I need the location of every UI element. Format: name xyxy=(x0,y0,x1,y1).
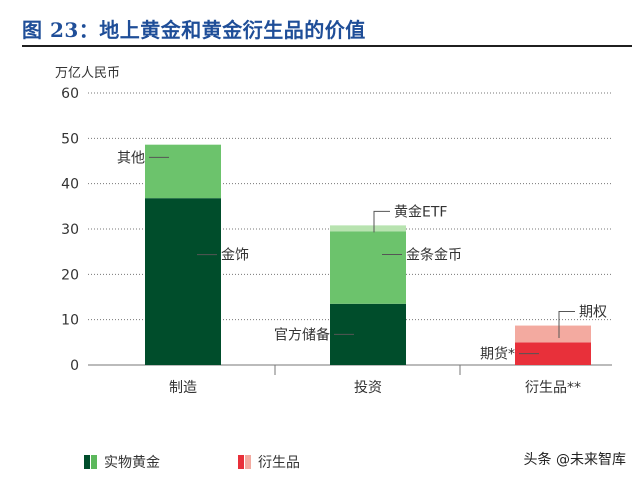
title-divider xyxy=(22,45,632,47)
annotation-label: 官方储备 xyxy=(274,326,330,343)
legend-label-derivative: 衍生品 xyxy=(258,455,300,471)
y-tick-label: 30 xyxy=(61,222,79,238)
y-tick-label: 50 xyxy=(61,131,79,147)
legend-swatch-derivative-dark xyxy=(238,455,244,469)
y-axis-label: 万亿人民币 xyxy=(55,66,120,81)
bar-segment xyxy=(515,325,591,343)
annotation-label: 黄金ETF xyxy=(394,203,447,220)
y-tick-label: 60 xyxy=(61,86,79,102)
bar-segment xyxy=(145,144,221,199)
annotation-label: 金饰 xyxy=(221,248,249,264)
annotation-label: 其他 xyxy=(117,150,145,166)
annotation-leader xyxy=(373,210,390,233)
page-title: 图 23：地上黄金和黄金衍生品的价值 xyxy=(22,18,366,42)
annotation-label: 期权 xyxy=(579,305,607,321)
legend-item-physical: 实物黄金 xyxy=(84,452,160,472)
legend-label-physical: 实物黄金 xyxy=(104,455,160,471)
legend-swatch-physical-dark xyxy=(84,455,90,469)
x-tick-label: 制造 xyxy=(169,380,197,396)
y-tick-label: 20 xyxy=(61,267,79,283)
bar-segment xyxy=(330,231,406,304)
bar-segment xyxy=(330,225,406,232)
y-tick-label: 0 xyxy=(70,358,79,374)
legend-swatch-physical-light xyxy=(91,455,97,469)
legend-item-derivative: 衍生品 xyxy=(238,452,300,472)
annotation-label: 期货* xyxy=(480,346,515,363)
x-tick-label: 衍生品** xyxy=(525,380,581,396)
annotation-label: 金条金币 xyxy=(406,247,462,264)
bar-segment xyxy=(515,342,591,365)
y-tick-label: 40 xyxy=(61,177,79,193)
watermark: 头条 @未来智库 xyxy=(523,452,626,468)
legend-swatch-derivative-light xyxy=(245,455,251,469)
y-tick-label: 10 xyxy=(61,313,79,329)
x-tick-label: 投资 xyxy=(354,380,382,396)
annotation-leader xyxy=(558,311,575,338)
bar-segment xyxy=(145,198,221,365)
